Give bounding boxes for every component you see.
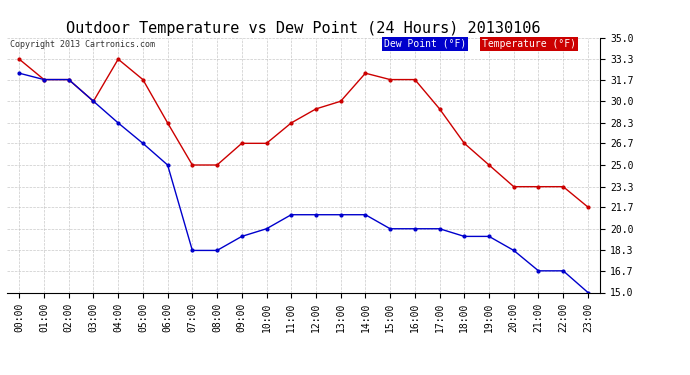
Text: Dew Point (°F): Dew Point (°F) — [384, 39, 466, 49]
Text: Copyright 2013 Cartronics.com: Copyright 2013 Cartronics.com — [10, 40, 155, 49]
Text: Temperature (°F): Temperature (°F) — [482, 39, 575, 49]
Title: Outdoor Temperature vs Dew Point (24 Hours) 20130106: Outdoor Temperature vs Dew Point (24 Hou… — [66, 21, 541, 36]
